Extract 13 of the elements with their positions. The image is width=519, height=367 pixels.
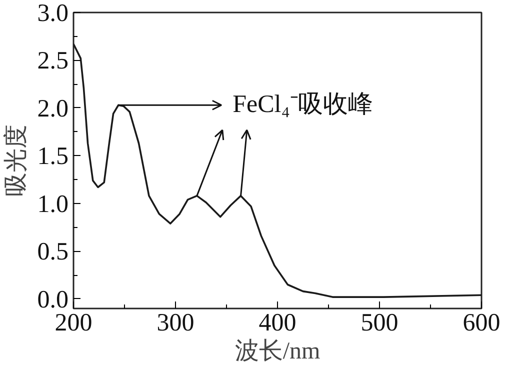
x-axis-title: 波长/nm <box>234 338 320 364</box>
y-tick-label: 1.5 <box>37 143 68 170</box>
y-tick-label: 0.5 <box>37 238 68 266</box>
x-tick-label: 600 <box>462 310 500 336</box>
y-axis-title: 吸光度 <box>2 124 30 196</box>
x-tick-label: 400 <box>258 310 296 336</box>
y-tick-label: 2.5 <box>37 48 68 75</box>
y-tick-label: 2.0 <box>37 95 68 122</box>
annotation: FeCl₄⁻吸收峰 <box>232 90 373 118</box>
x-tick-label: 300 <box>156 310 194 336</box>
x-tick-label: 500 <box>360 310 398 336</box>
y-tick-label: 1.0 <box>37 190 68 218</box>
y-tick-label: 3.0 <box>37 0 68 27</box>
